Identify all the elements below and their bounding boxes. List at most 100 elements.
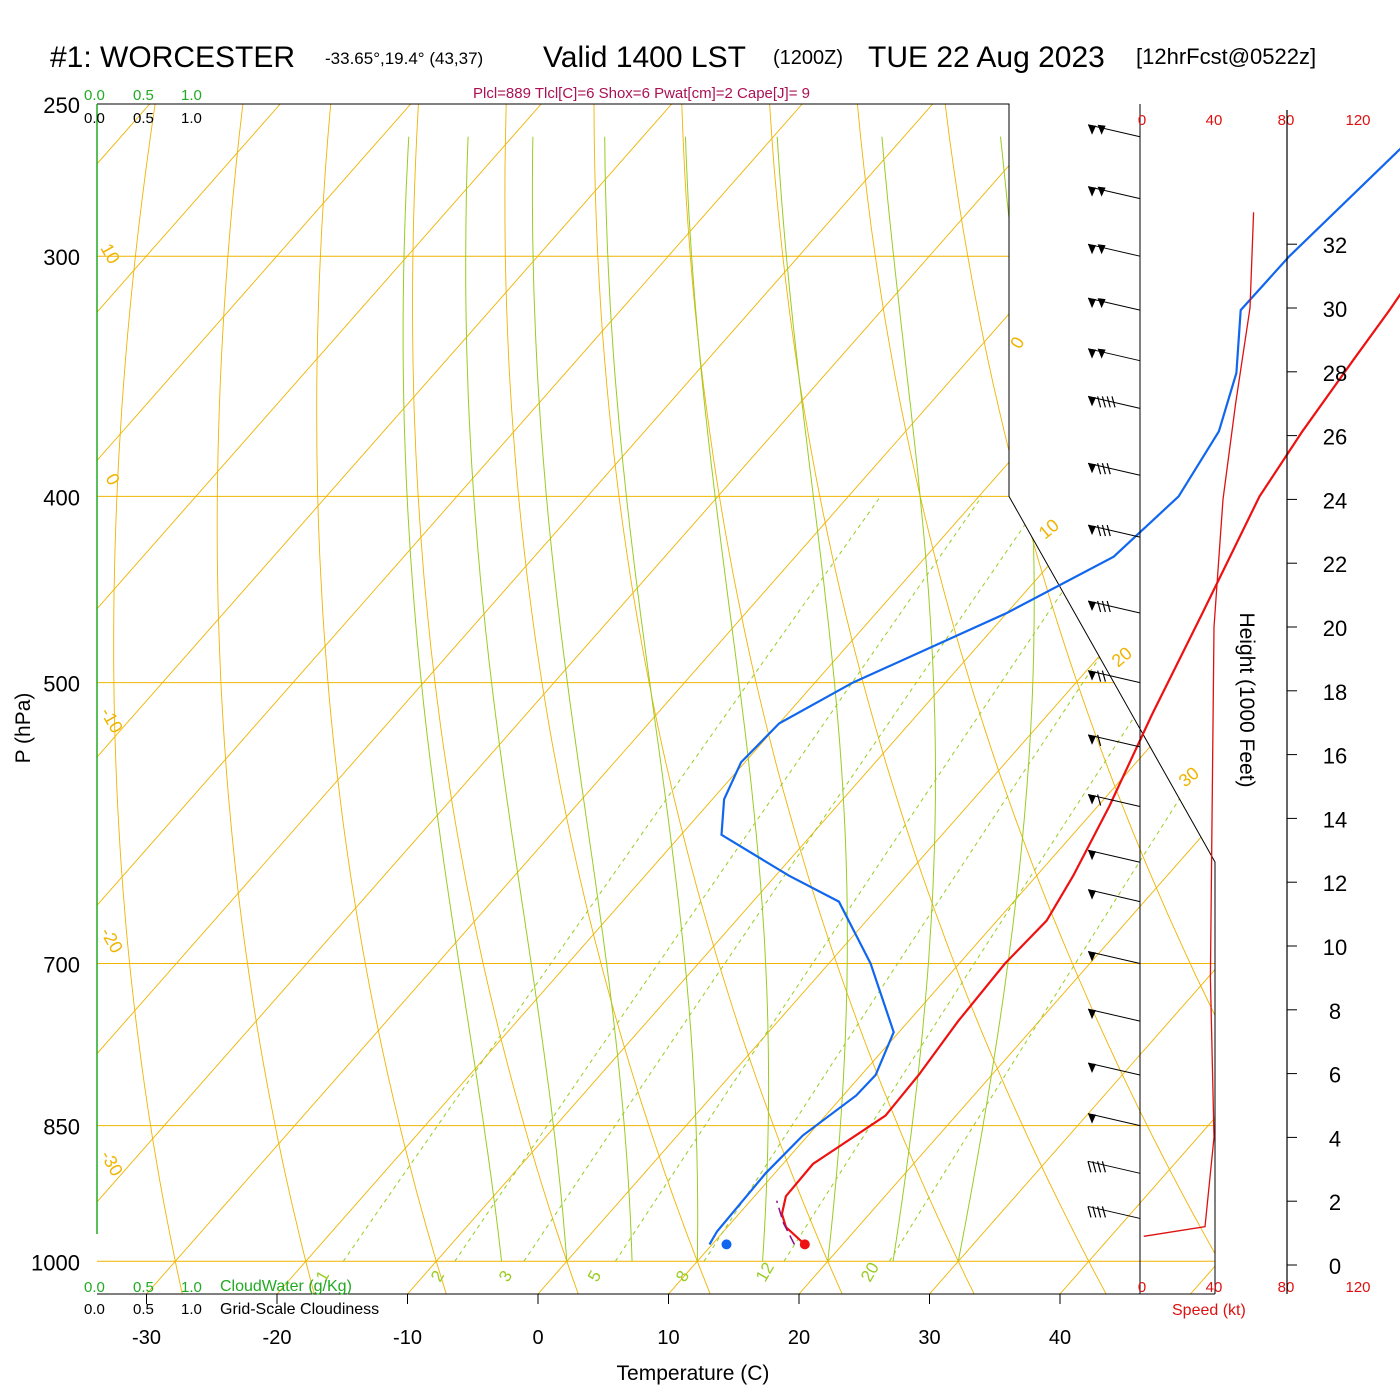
moist-adiabat <box>531 136 633 1262</box>
dry-adiabat-label: -20 <box>97 924 127 957</box>
height-tick-label: 2 <box>1329 1190 1341 1215</box>
wind-barb <box>1087 297 1141 311</box>
height-tick-label: 26 <box>1323 425 1347 450</box>
cloud-water-scale-bottom: 1.0 <box>181 1279 202 1296</box>
wind-barb-flag <box>1097 600 1102 613</box>
wind-barb <box>1087 186 1141 200</box>
dry-adiabat-label: -30 <box>97 1147 127 1180</box>
moist-adiabat <box>604 136 699 1262</box>
wind-barb-pennant <box>1088 951 1096 962</box>
wind-barb-pennant <box>1088 186 1096 197</box>
cloudiness-label: Grid-Scale Cloudiness <box>220 1301 379 1318</box>
wind-barb-pennant <box>1088 850 1096 861</box>
wind-barb-pennant <box>1088 889 1096 900</box>
temperature-line <box>780 292 1400 1246</box>
isotherm-line <box>929 104 1215 1294</box>
pressure-tick-label: 850 <box>43 1115 80 1140</box>
dry-adiabat-label: 10 <box>97 240 124 267</box>
wind-barb-pennant <box>1088 670 1096 681</box>
isotherm-line <box>1190 104 1215 1294</box>
wind-barb <box>1087 124 1141 138</box>
cloud-water-scale-top: 0.5 <box>133 87 154 104</box>
wind-barb-flag <box>1092 1206 1097 1218</box>
isotherm-line <box>97 104 673 1294</box>
wind-barb-staff <box>1087 889 1141 903</box>
dry-adiabat-label: 20 <box>1108 643 1136 671</box>
height-tick-label: 30 <box>1323 297 1347 322</box>
wind-barb <box>1087 600 1141 614</box>
isotherm-line <box>97 104 542 1294</box>
pressure-tick-label: 300 <box>43 245 80 270</box>
wind-barb <box>1087 734 1141 748</box>
valid-date: TUE 22 Aug 2023 <box>868 41 1105 74</box>
height-tick-label: 8 <box>1329 999 1341 1024</box>
wind-barb-flag <box>1101 600 1106 613</box>
wind-barb-flag <box>1101 524 1106 537</box>
wind-barb-flag <box>1106 600 1111 613</box>
wind-barb-flag <box>1106 396 1111 408</box>
pressure-tick-label: 1000 <box>31 1250 80 1275</box>
wind-barb <box>1087 395 1141 409</box>
wind-barb-staff <box>1087 348 1141 362</box>
cloud-water-label: CloudWater (g/Kg) <box>220 1278 352 1295</box>
dry-adiabat <box>113 104 183 1294</box>
speed-tick-label-top: 80 <box>1278 112 1295 129</box>
wind-barb <box>1087 670 1141 684</box>
wind-barb-flag <box>1101 463 1106 475</box>
moist-adiabat <box>465 136 568 1262</box>
wind-barb-pennant <box>1088 244 1096 255</box>
wind-barbs <box>1087 104 1141 1294</box>
mixing-ratio-line <box>454 496 983 1262</box>
x-tick-label: 30 <box>918 1327 940 1349</box>
speed-tick-label-bottom: 120 <box>1345 1279 1370 1296</box>
cloudiness-scale-bottom: 0.5 <box>133 1301 154 1318</box>
wind-barb-staff <box>1087 1113 1141 1127</box>
isotherm-line <box>407 104 1215 1294</box>
cloudiness-scale-bottom: 0.0 <box>84 1301 105 1318</box>
wind-barb-flag <box>1106 524 1111 537</box>
mixing-ratio-label: 3 <box>495 1267 516 1285</box>
wind-barb <box>1087 889 1141 903</box>
chart-grid: -30 -20 -10 0 10 20 30 402503004005007008501000… <box>31 87 1216 1349</box>
height-tick-label: 6 <box>1329 1063 1341 1088</box>
wind-barb-pennant <box>1088 601 1096 612</box>
wind-barb-flag <box>1092 1161 1097 1173</box>
isotherm-line <box>97 104 803 1294</box>
dry-adiabat-label: 10 <box>1035 515 1063 543</box>
dry-adiabat <box>216 104 315 1294</box>
height-tick-label: 12 <box>1323 871 1347 896</box>
wind-barb-flag <box>1097 794 1102 806</box>
wind-barb-flag <box>1111 396 1116 408</box>
wind-barb-staff <box>1087 734 1141 748</box>
wind-barb <box>1087 1160 1141 1174</box>
isotherm-line <box>97 104 412 1294</box>
wind-barb <box>1087 794 1141 808</box>
cloud-water-scale-bottom: 0.5 <box>133 1279 154 1296</box>
cloudiness-scale-top: 0.0 <box>84 110 105 127</box>
wind-barb <box>1087 1113 1141 1127</box>
isotherm-line <box>276 104 1215 1294</box>
valid-time: Valid 1400 LST <box>543 41 746 74</box>
isotherm-line <box>97 104 1064 1294</box>
mixing-ratio-line <box>783 496 1215 1262</box>
wind-barb-flag <box>1097 396 1102 408</box>
wind-barb-pennant <box>1097 124 1106 135</box>
wind-barb-flag <box>1101 396 1106 408</box>
mixing-ratio-label: 12 <box>752 1259 778 1285</box>
wind-barb-flag <box>1097 524 1102 537</box>
cloud-water-scale-top: 0.0 <box>84 87 105 104</box>
series-layer <box>708 147 1400 1250</box>
height-tick-label: 20 <box>1323 616 1347 641</box>
height-tick-label: 4 <box>1329 1126 1341 1151</box>
wind-barb-flag <box>1087 1206 1092 1218</box>
wind-barb <box>1087 1062 1141 1076</box>
dry-adiabat <box>769 104 1107 1294</box>
mixing-ratio-line <box>614 496 1128 1262</box>
wind-barb-pennant <box>1088 1062 1096 1073</box>
speed-tick-label-bottom: 80 <box>1278 1279 1295 1296</box>
cloudiness-scale-top: 0.5 <box>133 110 154 127</box>
surface-dewpoint-marker <box>721 1239 732 1250</box>
wind-barb-flag <box>1106 463 1111 475</box>
dry-adiabat <box>681 104 975 1294</box>
